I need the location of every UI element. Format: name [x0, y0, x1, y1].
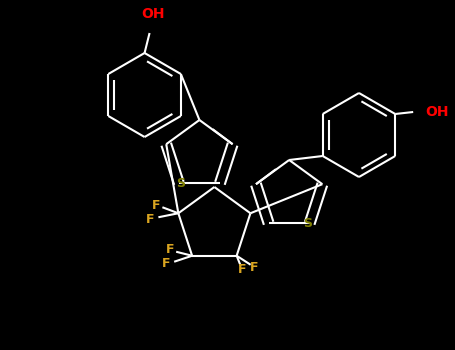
Text: F: F	[166, 243, 174, 256]
Text: OH: OH	[141, 7, 164, 21]
Text: OH: OH	[425, 105, 449, 119]
Text: S: S	[303, 217, 312, 230]
Text: F: F	[238, 263, 246, 276]
Text: F: F	[250, 261, 259, 274]
Text: F: F	[162, 257, 171, 270]
Text: F: F	[152, 199, 161, 212]
Text: F: F	[146, 213, 155, 226]
Text: S: S	[177, 177, 185, 190]
